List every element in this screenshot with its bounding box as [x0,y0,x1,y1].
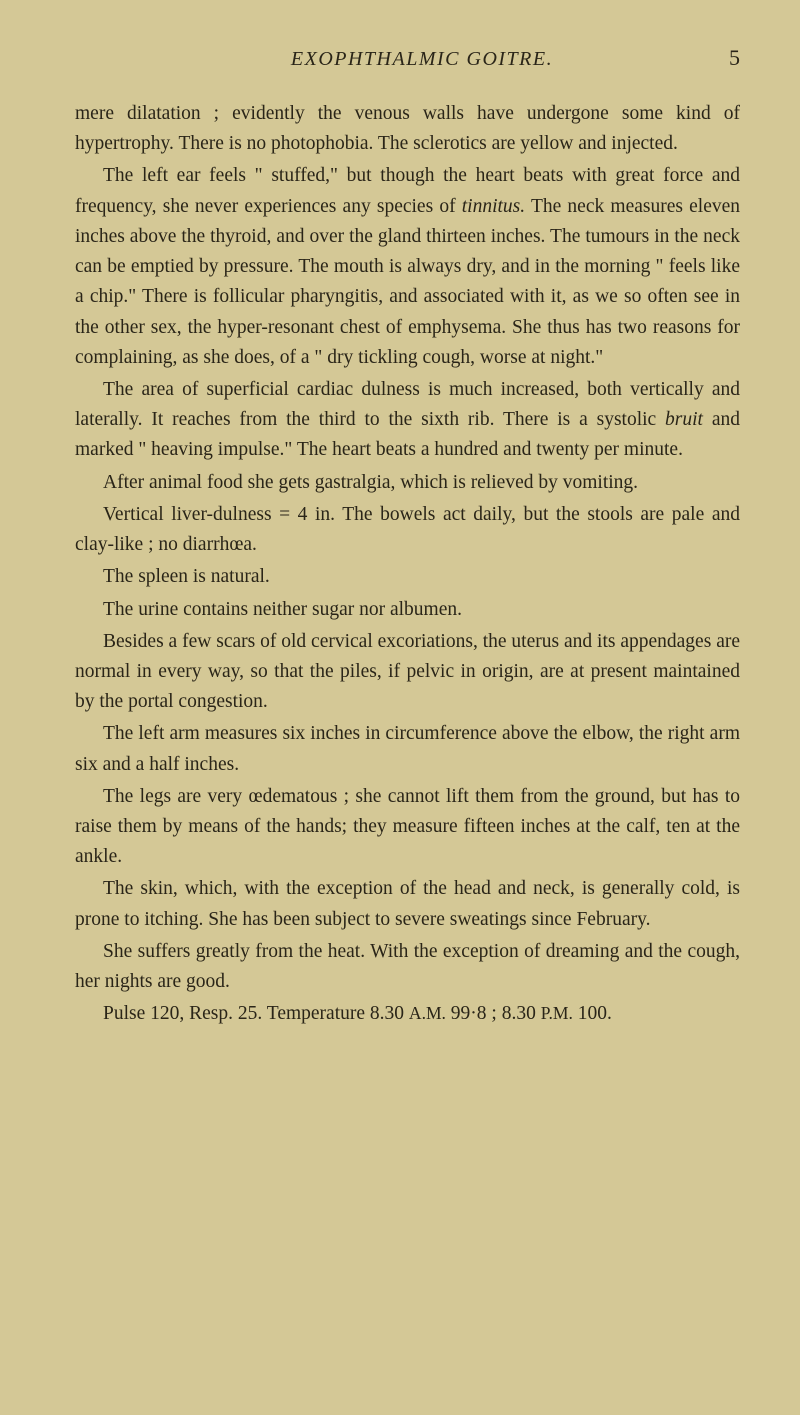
text-segment: Besides a few scars of old cervical exco… [75,631,740,712]
text-segment: The legs are very œdematous ; she cannot… [75,786,740,867]
text-segment: The area of superficial cardiac dulness … [75,379,740,430]
text-segment: A.M. [409,1003,446,1023]
paragraph: mere dilatation ; evidently the venous w… [75,99,740,159]
text-segment: The skin, which, with the exception of t… [75,878,740,929]
text-segment: 99·8 ; 8.30 [446,1003,541,1024]
text-segment: The spleen is natural. [103,566,270,587]
paragraph: After animal food she gets gastralgia, w… [75,468,740,498]
paragraph: Besides a few scars of old cervical exco… [75,627,740,718]
paragraph: The left ear feels " stuffed," but thoug… [75,161,740,373]
paragraph: She suffers greatly from the heat. With … [75,937,740,997]
text-segment: Pulse 120, Resp. 25. Temperature 8.30 [103,1003,409,1024]
paragraph: The urine contains neither sugar nor alb… [75,595,740,625]
text-segment: After animal food she gets gastralgia, w… [103,472,638,493]
paragraph: The spleen is natural. [75,562,740,592]
text-segment: The urine contains neither sugar nor alb… [103,599,462,620]
text-segment: 100. [573,1003,612,1024]
text-segment: Vertical liver-dulness = 4 in. The bowel… [75,504,740,555]
text-segment: mere dilatation ; evidently the venous w… [75,103,740,154]
paragraph: The left arm measures six inches in circ… [75,719,740,779]
paragraph: The skin, which, with the exception of t… [75,874,740,934]
page-content: mere dilatation ; evidently the venous w… [75,99,740,1030]
paragraph: The area of superficial cardiac dulness … [75,375,740,466]
text-segment: The neck measures eleven inches above th… [75,196,740,368]
header-title: EXOPHTHALMIC GOITRE. [75,48,709,71]
text-segment: tinnitus. [462,196,525,217]
paragraph: The legs are very œdematous ; she cannot… [75,782,740,873]
text-segment: P.M. [541,1003,573,1023]
page-header: EXOPHTHALMIC GOITRE. 5 [75,45,740,71]
text-segment: The left arm measures six inches in circ… [75,723,740,774]
paragraph: Vertical liver-dulness = 4 in. The bowel… [75,500,740,560]
text-segment: She suffers greatly from the heat. With … [75,941,740,992]
page-number: 5 [729,45,740,71]
text-segment: bruit [665,409,703,430]
paragraph: Pulse 120, Resp. 25. Temperature 8.30 A.… [75,999,740,1029]
